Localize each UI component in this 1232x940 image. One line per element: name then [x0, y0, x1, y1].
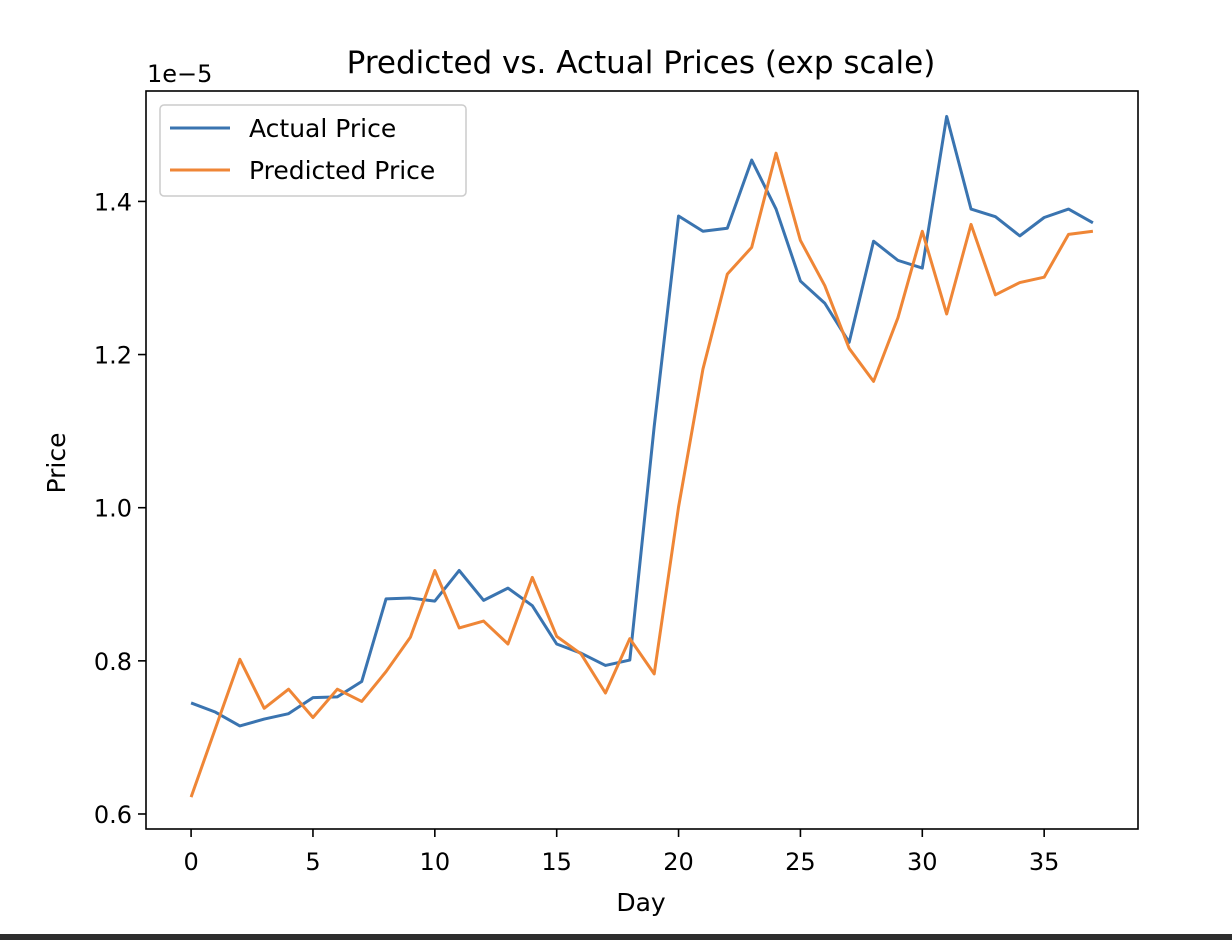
- series-line-predicted-price: [189, 151, 1094, 798]
- x-tick-label: 35: [1029, 848, 1060, 876]
- x-tick-label: 30: [907, 848, 938, 876]
- x-tick-label: 0: [183, 848, 198, 876]
- y-tick-label: 1.2: [94, 342, 132, 370]
- bottom-edge-bar: [0, 934, 1232, 940]
- x-axis-label: Day: [616, 888, 666, 917]
- x-axis-ticks: 0 5 10 15 20 25 30 35: [183, 829, 1059, 876]
- plot-area-frame: [145, 90, 1139, 830]
- y-tick-label: 0.8: [94, 648, 132, 676]
- chart-title: Predicted vs. Actual Prices (exp scale): [347, 45, 936, 81]
- x-tick-label: 10: [420, 848, 451, 876]
- y-axis-offset-label: 1e−5: [147, 60, 212, 88]
- legend-label-actual-price: Actual Price: [249, 114, 396, 143]
- x-tick-label: 25: [785, 848, 816, 876]
- legend-box: [159, 104, 467, 197]
- y-tick-label: 1.0: [94, 495, 132, 523]
- y-axis-label: Price: [42, 433, 71, 494]
- legend: Actual Price Predicted Price: [159, 104, 467, 197]
- series-lines: [189, 114, 1094, 798]
- legend-label-predicted-price: Predicted Price: [249, 156, 435, 185]
- x-tick-label: 20: [663, 848, 694, 876]
- y-tick-label: 0.6: [94, 801, 132, 829]
- series-line-actual-price: [190, 114, 1094, 728]
- x-tick-label: 15: [541, 848, 572, 876]
- y-tick-label: 1.4: [94, 188, 132, 216]
- x-tick-label: 5: [305, 848, 320, 876]
- y-axis-ticks: 0.6 0.8 1.0 1.2 1.4: [94, 188, 146, 829]
